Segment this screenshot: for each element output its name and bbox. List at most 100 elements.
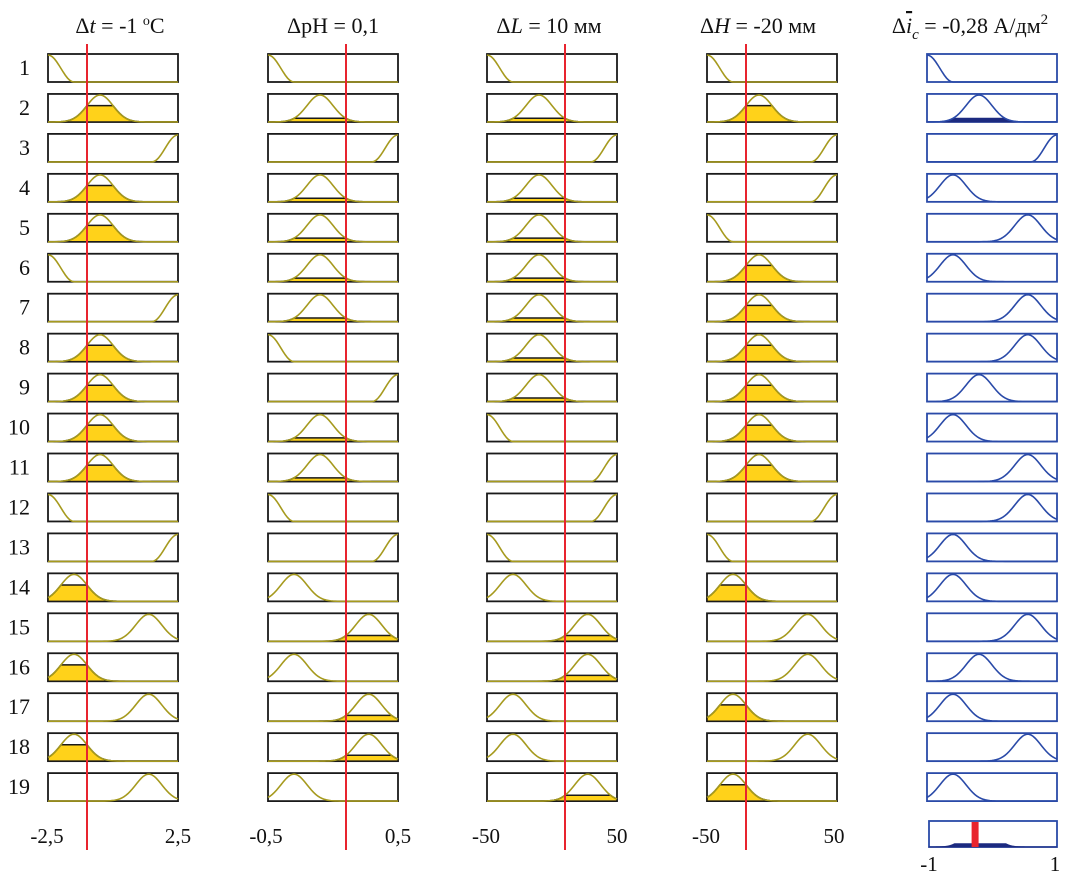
rule-2-panel-5 [926,93,1058,123]
membership-curve [267,333,398,363]
panel-frame [47,612,179,643]
rule-5-panel-1 [47,212,179,243]
header-delta-t: Δt = -1 oC [75,13,164,38]
rule-number-6: 6 [19,255,30,280]
rule-4-panel-2 [267,172,399,203]
rule-2-panel-4 [706,93,838,123]
membership-curve [706,413,837,443]
membership-curve [47,333,178,363]
rule-17-panel-4 [706,692,838,723]
membership-curve [706,253,837,283]
rule-2-panel-3 [486,93,618,123]
rule-8-panel-5 [926,332,1058,363]
panel-frame [267,132,399,163]
rule-1-panel-4 [706,53,838,83]
panel-frame [486,572,618,603]
membership-curve [926,174,1057,203]
rule-6-panel-1 [47,252,179,283]
panel-frame [486,412,618,443]
membership-curve [926,693,1057,722]
rule-14-panel-4 [706,572,838,603]
membership-curve [487,453,618,483]
rule-19-panel-3 [486,772,618,802]
rule-7-panel-2 [267,292,399,323]
crisp-input-lines [86,44,747,850]
panel-frame [486,172,618,203]
membership-curve [706,54,837,83]
membership-curve [706,773,837,802]
rule-12-panel-1 [47,492,179,523]
rule-11-panel-4 [706,452,838,483]
rule-8-panel-4 [706,332,838,363]
membership-curve [707,653,838,683]
membership-curve [706,573,837,603]
panel-frame [706,652,838,683]
axis-min-col4: -50 [692,824,720,848]
panel-frame [267,372,399,403]
panel-frame [486,692,618,723]
rule-18-panel-4 [706,732,838,763]
panel-frame [926,212,1058,243]
membership-curve [487,773,618,802]
rule-number-11: 11 [9,455,30,480]
panel-frame [926,93,1058,123]
membership-curve [47,373,178,403]
rule-10-panel-3 [486,412,618,443]
rule-15-panel-5 [926,612,1058,643]
rule-16-panel-3 [486,652,618,683]
header-delta-l: ΔL = 10 мм [496,13,601,38]
rule-9-panel-4 [706,372,838,403]
membership-curve [267,453,398,483]
rule-number-1: 1 [19,55,30,80]
panel-frame [486,732,618,763]
rule-number-19: 19 [8,774,30,799]
membership-curve [47,653,178,683]
membership-curve [927,733,1058,762]
membership-curve [927,453,1058,483]
panel-frame [706,532,838,563]
panel-frame [267,252,399,283]
panel-frame [706,132,838,163]
rule-10-panel-2 [267,412,399,443]
membership-curve [926,253,1057,283]
membership-curve [706,533,837,563]
membership-curve [487,653,618,683]
membership-curve [268,613,399,643]
membership-curve [267,293,398,323]
membership-curve [48,293,179,323]
membership-curve [927,214,1058,243]
panel-frame [267,772,399,802]
panel-frame [486,252,618,283]
panel-frame [486,332,618,363]
membership-curve [926,413,1057,443]
rule-3-panel-2 [267,132,399,163]
rule-5-panel-4 [706,212,838,243]
rule-16-panel-1 [47,652,179,683]
membership-curve [47,174,178,203]
rule-14-panel-2 [267,572,399,603]
membership-curve [486,573,617,603]
membership-curve [707,134,838,163]
membership-curve [47,413,178,443]
membership-curve [486,293,617,323]
panel-frame [267,292,399,323]
rule-19-panel-2 [267,772,399,802]
membership-curve [47,54,178,83]
rule-15-panel-3 [486,612,618,643]
rule-4-panel-1 [47,172,179,203]
panel-frame [47,132,179,163]
membership-curve [47,253,178,283]
rule-6-panel-5 [926,252,1058,283]
membership-curve [486,174,617,203]
rule-14-panel-5 [926,572,1058,603]
rule-4-panel-4 [706,172,838,203]
rule-6-panel-4 [706,252,838,283]
membership-curve [926,54,1057,83]
membership-curve [706,214,837,243]
aggregated-output-panel [928,820,1058,848]
membership-curve [267,54,398,83]
panel-frame [926,452,1058,483]
rule-4-panel-5 [926,172,1058,203]
membership-curve [486,54,617,83]
